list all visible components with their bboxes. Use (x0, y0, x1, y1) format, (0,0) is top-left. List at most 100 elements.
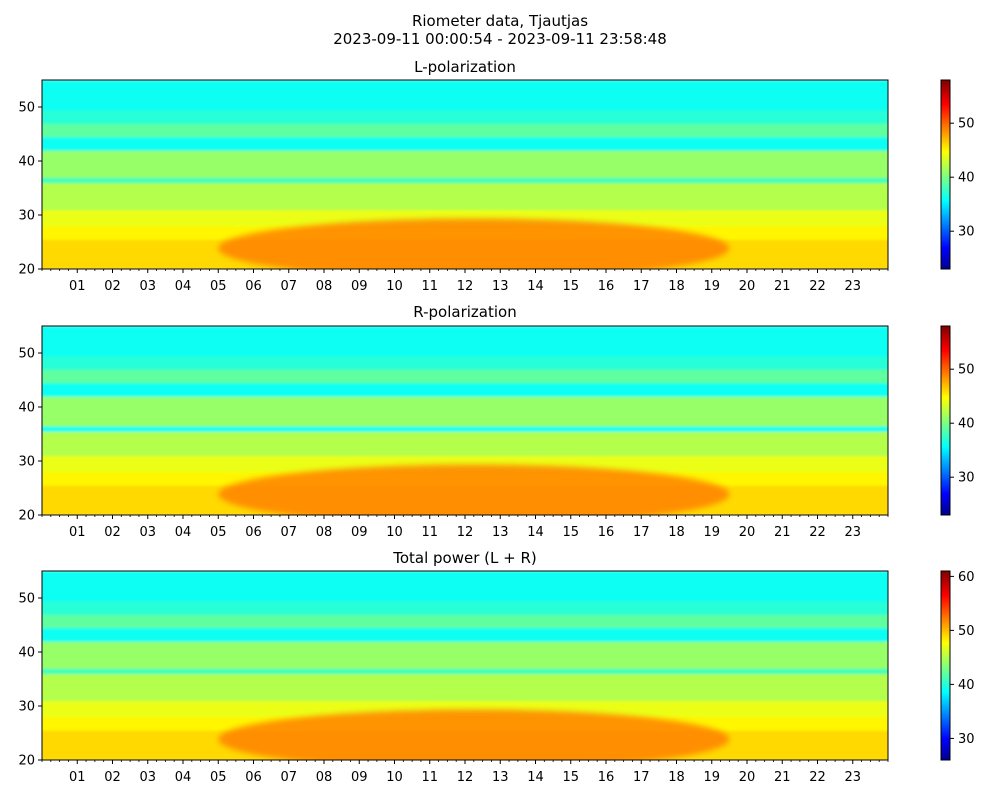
x-tick-label: 02 (104, 525, 121, 540)
x-tick-label: 13 (492, 525, 509, 540)
x-tick-label: 02 (104, 279, 121, 294)
heatmap-panel-3: Total power (L + R) 20 30 40 50 01 02 03 04 05 06 0… (18, 549, 974, 785)
x-tick-label: 11 (421, 525, 438, 540)
y-tick-label: 30 (18, 455, 35, 470)
colorbar-tick-label: 50 (958, 363, 975, 378)
x-tick-label: 07 (280, 279, 297, 294)
x-tick-label: 23 (844, 770, 861, 785)
x-tick-label: 03 (139, 279, 156, 294)
y-tick-label: 30 (18, 700, 35, 715)
heatmap-band (42, 571, 888, 602)
heatmap-band (42, 431, 888, 457)
x-tick-label: 06 (245, 525, 262, 540)
x-tick-label: 05 (210, 525, 227, 540)
x-tick-label: 09 (351, 525, 368, 540)
panel-title: R-polarization (413, 303, 516, 321)
colorbar-tick-label: 30 (958, 732, 975, 747)
colorbar-tick-label: 50 (958, 117, 975, 132)
x-tick-label: 19 (703, 770, 720, 785)
y-tick-label: 50 (18, 347, 35, 362)
x-tick-label: 15 (562, 770, 579, 785)
x-tick-label: 23 (844, 279, 861, 294)
x-tick-label: 09 (351, 770, 368, 785)
x-tick-label: 18 (668, 279, 685, 294)
y-tick-label: 40 (18, 646, 35, 661)
heatmap-image (42, 571, 888, 760)
heatmap-image (42, 326, 888, 515)
colorbar-tick-label: 30 (958, 225, 975, 240)
figure-title: Riometer data, Tjautjas (411, 12, 589, 30)
x-tick-label: 11 (421, 279, 438, 294)
heatmap-band (42, 177, 888, 184)
x-tick-label: 13 (492, 279, 509, 294)
x-tick-label: 09 (351, 279, 368, 294)
heatmap-band (42, 627, 888, 642)
x-tick-label: 14 (527, 525, 544, 540)
y-tick-label: 20 (18, 263, 35, 278)
figure-subtitle-time-range: 2023-09-11 00:00:54 - 2023-09-11 23:58:4… (333, 30, 667, 48)
y-tick-label: 40 (18, 401, 35, 416)
y-tick-label: 50 (18, 101, 35, 116)
panel-title: L-polarization (414, 58, 516, 76)
x-tick-label: 03 (139, 525, 156, 540)
heatmap-band (42, 614, 888, 629)
x-tick-label: 22 (809, 525, 826, 540)
heatmap-band (42, 80, 888, 111)
colorbar (940, 325, 951, 516)
y-tick-label: 20 (18, 754, 35, 769)
x-tick-label: 23 (844, 525, 861, 540)
x-tick-label: 05 (210, 279, 227, 294)
y-tick-label: 50 (18, 592, 35, 607)
x-tick-label: 14 (527, 770, 544, 785)
heatmap-band (42, 182, 888, 211)
heatmap-band (42, 369, 888, 384)
x-tick-label: 19 (703, 279, 720, 294)
x-tick-label: 12 (457, 770, 474, 785)
heatmap-band (42, 150, 888, 178)
enhanced-region (218, 709, 730, 760)
x-tick-label: 15 (562, 525, 579, 540)
colorbar (940, 570, 951, 761)
x-tick-label: 04 (175, 279, 192, 294)
x-tick-label: 06 (245, 279, 262, 294)
x-tick-label: 01 (69, 770, 86, 785)
x-tick-label: 20 (739, 525, 756, 540)
heatmap-panel-2: R-polarization 20 30 40 50 01 02 03 04 05 06 07 08 09… (18, 303, 974, 540)
enhanced-region (218, 464, 730, 515)
heatmap-band (42, 109, 888, 124)
x-tick-label: 10 (386, 770, 403, 785)
x-tick-label: 20 (739, 279, 756, 294)
x-tick-label: 14 (527, 279, 544, 294)
x-tick-label: 18 (668, 525, 685, 540)
heatmap-band (42, 326, 888, 357)
heatmap-band (42, 600, 888, 615)
x-tick-label: 06 (245, 770, 262, 785)
x-tick-label: 18 (668, 770, 685, 785)
x-tick-label: 16 (598, 525, 615, 540)
x-tick-label: 17 (633, 279, 650, 294)
enhanced-region (218, 218, 730, 269)
x-tick-label: 08 (316, 525, 333, 540)
heatmap-band (42, 673, 888, 702)
heatmap-image (42, 80, 888, 269)
x-tick-label: 05 (210, 770, 227, 785)
x-tick-label: 22 (809, 770, 826, 785)
x-tick-label: 10 (386, 279, 403, 294)
y-tick-label: 30 (18, 209, 35, 224)
x-tick-label: 12 (457, 279, 474, 294)
x-tick-label: 01 (69, 279, 86, 294)
x-tick-label: 16 (598, 770, 615, 785)
x-tick-label: 08 (316, 279, 333, 294)
x-tick-label: 17 (633, 525, 650, 540)
x-tick-label: 21 (774, 279, 791, 294)
x-tick-label: 08 (316, 770, 333, 785)
heatmap-band (42, 700, 888, 718)
x-tick-label: 15 (562, 279, 579, 294)
colorbar (940, 79, 951, 270)
x-tick-label: 10 (386, 525, 403, 540)
x-tick-label: 02 (104, 770, 121, 785)
x-tick-label: 04 (175, 770, 192, 785)
x-tick-label: 11 (421, 770, 438, 785)
heatmap-band (42, 123, 888, 138)
